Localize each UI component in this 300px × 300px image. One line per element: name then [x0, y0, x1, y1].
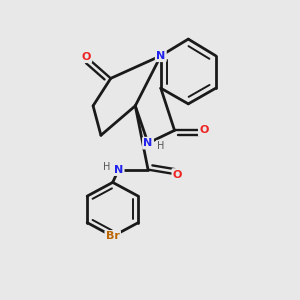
Text: H: H	[157, 141, 164, 151]
Text: Br: Br	[106, 231, 120, 242]
Text: O: O	[173, 169, 182, 179]
Text: N: N	[143, 138, 153, 148]
Text: N: N	[156, 51, 165, 61]
Text: N: N	[114, 165, 123, 175]
Text: O: O	[82, 52, 91, 62]
Text: O: O	[199, 125, 209, 135]
Text: H: H	[103, 162, 110, 172]
